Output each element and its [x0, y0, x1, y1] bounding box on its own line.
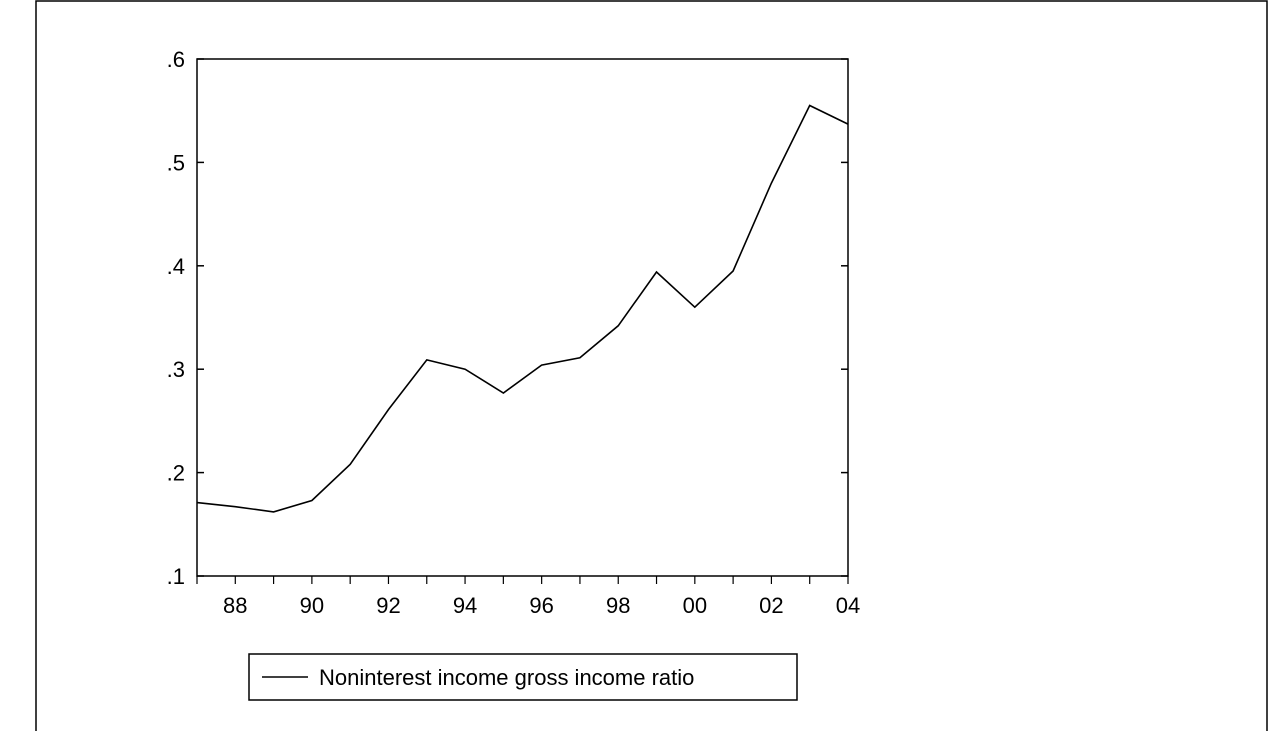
x-tick-label: 04: [836, 593, 860, 618]
y-tick-label: .6: [167, 47, 185, 72]
y-tick-label: .1: [167, 564, 185, 589]
x-tick-label: 90: [300, 593, 324, 618]
x-tick-label: 94: [453, 593, 477, 618]
legend-label: Noninterest income gross income ratio: [319, 665, 694, 690]
y-tick-label: .2: [167, 461, 185, 486]
x-tick-label: 96: [529, 593, 553, 618]
y-tick-label: .4: [167, 254, 185, 279]
x-tick-label: 02: [759, 593, 783, 618]
plot-box: [196, 58, 849, 577]
x-tick-label: 00: [683, 593, 707, 618]
legend-box: [248, 653, 798, 701]
x-tick-label: 88: [223, 593, 247, 618]
plot-area: .1 .2 .3 .4 .5 .6 88 90 92 94 96 98 00 02 04: [167, 47, 861, 618]
x-tick-label: 98: [606, 593, 630, 618]
series-line: [196, 104, 849, 513]
x-tick-label: 92: [376, 593, 400, 618]
legend: Noninterest income gross income ratio: [248, 653, 798, 701]
y-tick-label: .5: [167, 150, 185, 175]
y-tick-label: .3: [167, 357, 185, 382]
figure-border: [35, 0, 1268, 731]
